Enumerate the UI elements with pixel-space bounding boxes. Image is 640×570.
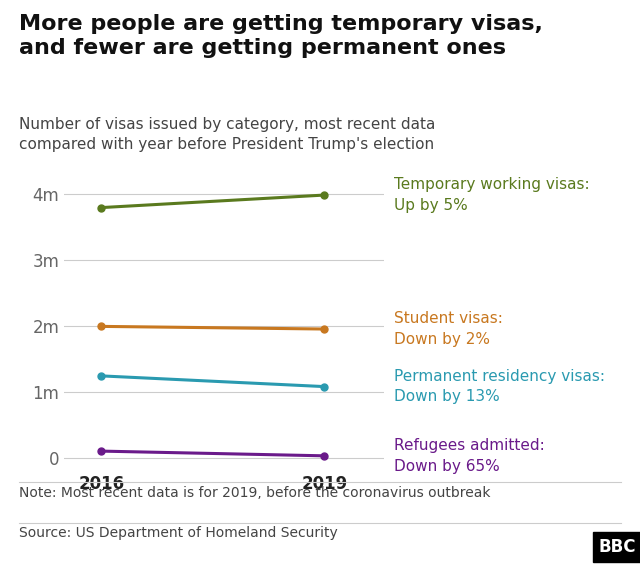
Text: Refugees admitted:: Refugees admitted: bbox=[394, 438, 545, 453]
Text: Down by 65%: Down by 65% bbox=[394, 459, 499, 474]
Text: Source: US Department of Homeland Security: Source: US Department of Homeland Securi… bbox=[19, 526, 338, 540]
Text: Number of visas issued by category, most recent data
compared with year before P: Number of visas issued by category, most… bbox=[19, 117, 436, 152]
Text: Down by 2%: Down by 2% bbox=[394, 332, 490, 347]
Text: Up by 5%: Up by 5% bbox=[394, 198, 467, 213]
Text: Student visas:: Student visas: bbox=[394, 311, 502, 326]
Text: BBC: BBC bbox=[599, 538, 636, 556]
Text: Permanent residency visas:: Permanent residency visas: bbox=[394, 369, 605, 384]
Text: Down by 13%: Down by 13% bbox=[394, 389, 499, 405]
Text: Note: Most recent data is for 2019, before the coronavirus outbreak: Note: Most recent data is for 2019, befo… bbox=[19, 486, 491, 500]
Text: Temporary working visas:: Temporary working visas: bbox=[394, 177, 589, 192]
Text: More people are getting temporary visas,
and fewer are getting permanent ones: More people are getting temporary visas,… bbox=[19, 14, 543, 58]
